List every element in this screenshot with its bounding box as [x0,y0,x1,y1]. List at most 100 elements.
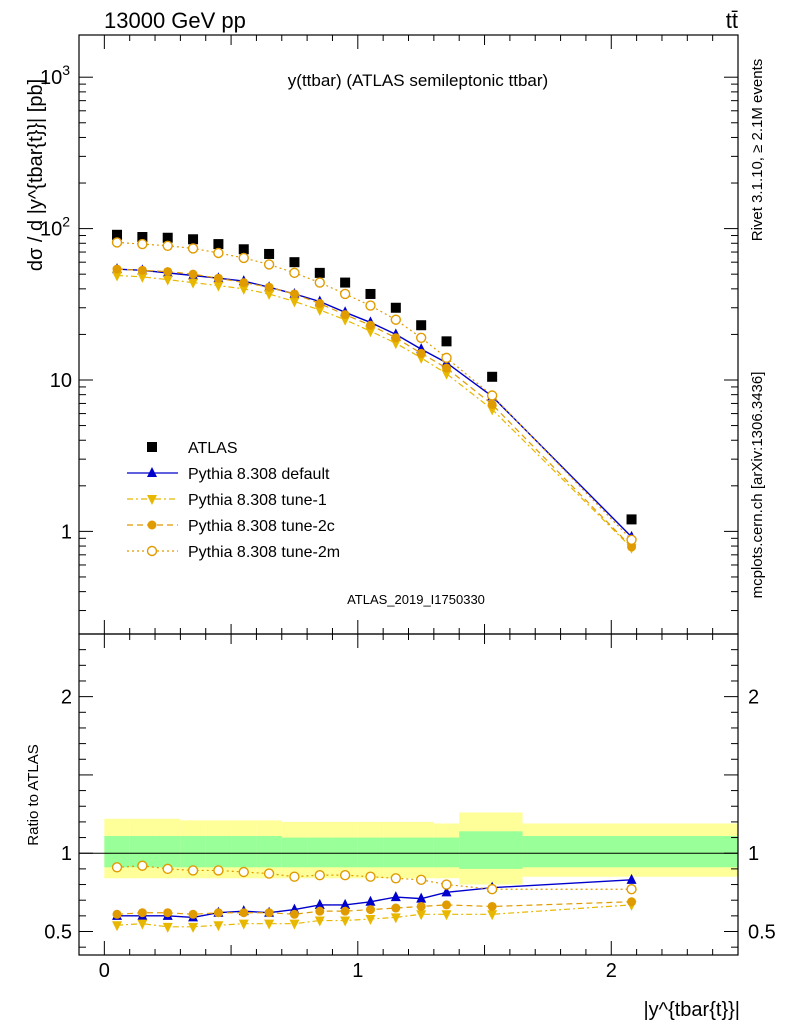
ratio-y-tick-label-right: 0.5 [748,922,776,944]
ratio-y-tick-label-right: 2 [748,687,759,709]
main-data-point [213,281,224,292]
plot-frames [78,34,739,956]
ratio-data-point [264,919,275,930]
ratio-band-green [104,835,130,868]
main-data-point [264,282,274,292]
main-series-line [116,268,633,538]
ratio-data-point [188,909,198,919]
main-data-point [486,390,498,401]
ratio-uncertainty-bands [104,812,738,885]
main-data-point [487,371,498,382]
ratio-data-point [441,910,452,921]
ratio-data-point [289,909,299,919]
main-data-point [213,247,224,259]
ratio-data-point [162,863,173,875]
ratio-band-green [307,837,333,868]
ratio-data-point [213,921,224,932]
ratio-data-point [365,914,376,925]
main-data-point [264,289,275,300]
ratio-series-pythia-8-308-tune-1 [112,900,637,933]
ratio-data-point [441,879,452,890]
legend-label: ATLAS [188,440,238,457]
main-data-point [339,288,351,300]
ratio-data-point [487,901,497,911]
ratio-band-green [408,837,434,868]
main-data-point [289,297,300,308]
main-y-tick-label: 102 [40,214,70,241]
main-data-point [187,243,199,254]
main-data-point [238,244,249,255]
main-data-point [289,289,299,299]
ratio-data-point [415,874,427,886]
ratio-data-point [137,919,148,930]
main-data-point [416,320,427,331]
main-data-point [188,269,198,279]
ratio-series-layer [111,860,637,933]
legend-label: Pythia 8.308 default [188,466,330,483]
main-data-point [137,272,148,283]
ratio-data-point [238,866,249,878]
x-tick-label: 0 [99,960,110,982]
ratio-data-point [627,897,637,907]
main-data-point [112,229,123,240]
axis-ticks [78,35,739,955]
energy-label: 13000 GeV pp [104,8,246,33]
ratio-band-green [522,835,738,868]
ratio-data-point [365,905,375,915]
ratio-band-green [357,837,384,868]
main-y-tick-label: 1 [61,521,72,543]
main-y-tick-label: 103 [40,62,70,89]
main-data-point [137,232,148,243]
ratio-data-point [365,895,376,906]
ratio-data-point [289,919,300,930]
ratio-data-point [486,884,498,895]
ratio-band-green [459,831,523,869]
ratio-y-tick-label-left: 2 [61,687,72,709]
ratio-data-point [416,901,426,911]
main-data-point [390,339,401,350]
main-data-point [391,333,401,343]
ratio-data-point [112,909,122,919]
ratio-data-point [340,898,351,909]
ratio-band-green [231,835,257,868]
ratio-band-green [281,837,308,868]
tick-labels: 1 10 102 103 0.5 0.5 1 1 2 2 0 1 2 [40,62,776,982]
legend-marker [147,442,157,452]
main-data-point [390,302,401,313]
legend-label: Pythia 8.308 tune-1 [188,492,327,509]
ratio-data-point [314,916,325,927]
main-data-point [627,542,637,552]
ratio-y-tick-label-left: 0.5 [44,922,72,944]
ratio-data-point [339,869,351,881]
main-data-point [315,299,325,309]
ratio-data-point [315,906,325,916]
main-y-axis-label: dσ / d |y^{tbar{t}}| [pb] [25,79,47,271]
ratio-data-point [162,922,173,933]
ratio-data-point [390,913,401,924]
legend-sample [127,545,178,557]
ratio-band-green [205,835,232,868]
ratio-series-line [116,904,632,928]
main-data-point [162,275,173,286]
ratio-series-line [116,901,632,915]
ratio-data-point [441,886,452,897]
legend-sample [147,442,157,452]
ratio-data-point [111,862,123,873]
main-data-point [137,265,147,275]
main-y-tick-label: 10 [50,370,72,392]
ratio-data-point [238,919,249,930]
main-data-point [340,310,350,320]
ratio-series-line [116,865,632,890]
ratio-data-point [289,871,300,882]
ratio-data-point [416,910,427,921]
legend-marker [146,545,158,557]
ratio-data-point [188,922,199,933]
main-data-point [365,300,376,311]
x-axis-label: |y^{tbar{t}}| [643,999,740,1021]
main-data-point [365,320,375,330]
main-data-point [289,267,300,279]
main-series-line [116,268,632,548]
main-data-point [487,399,497,409]
ratio-data-point [314,898,325,909]
